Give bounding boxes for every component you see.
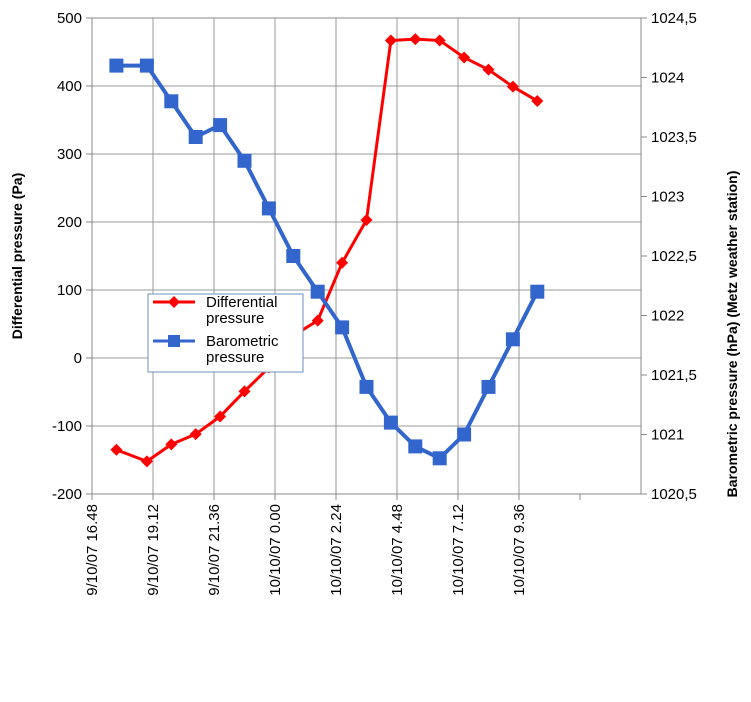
left-tick-label: 100 [57, 282, 82, 299]
data-point [261, 201, 276, 216]
x-tick-label: 10/10/07 0.00 [267, 504, 284, 596]
right-tick-label: 1023 [651, 189, 684, 206]
plot-area [91, 17, 642, 495]
x-tick-label: 9/10/07 21.36 [206, 504, 223, 596]
data-point [384, 34, 397, 47]
right-axis-title: Barometric pressure (hPa) (Metz weather … [724, 171, 740, 498]
right-tick-label: 1021 [651, 427, 684, 444]
left-tick-label: 400 [57, 78, 82, 95]
barometric-series [109, 58, 545, 466]
right-tick-label: 1024 [651, 70, 684, 87]
x-tick-label: 9/10/07 19.12 [145, 504, 162, 596]
data-point [457, 427, 472, 442]
data-point [336, 256, 349, 269]
series-line [116, 63, 540, 461]
legend-marker-barometric [168, 335, 180, 347]
left-tick-label: 200 [57, 214, 82, 231]
legend-marker-differential [168, 296, 180, 308]
series-line [115, 37, 539, 463]
data-point [237, 153, 252, 168]
left-tick-label: -100 [52, 418, 82, 435]
left-axis-title: Differential pressure (Pa) [9, 173, 25, 340]
right-tick-label: 1023,5 [651, 129, 697, 146]
data-point [310, 284, 325, 299]
data-point [359, 379, 374, 394]
data-point [531, 94, 544, 107]
data-point [360, 213, 373, 226]
legend: Differential pressure Barometric pressure [147, 293, 304, 373]
left-axis-ticks: 500 400 300 200 100 0 -100 -200 [52, 10, 82, 503]
data-point [409, 33, 422, 46]
x-tick-label: 10/10/07 9.36 [511, 504, 528, 596]
gridlines [86, 17, 647, 500]
right-tick-label: 1022 [651, 308, 684, 325]
data-point [238, 385, 251, 398]
right-tick-label: 1020,5 [651, 486, 697, 503]
right-tick-label: 1021,5 [651, 367, 697, 384]
left-tick-label: 0 [74, 350, 82, 367]
left-tick-label: 300 [57, 146, 82, 163]
right-tick-label: 1022,5 [651, 248, 697, 265]
data-point [433, 34, 446, 47]
x-tick-label: 10/10/07 4.48 [389, 504, 406, 596]
legend-label-barometric: Barometric pressure [206, 333, 279, 366]
legend-label-differential: Differential pressure [206, 294, 277, 327]
data-point [286, 249, 301, 263]
data-point [189, 428, 202, 441]
data-point [505, 332, 520, 347]
data-point [213, 118, 228, 133]
data-point [109, 58, 124, 73]
data-point [164, 94, 179, 109]
data-point [482, 63, 495, 76]
data-point [408, 439, 423, 454]
x-tick-label: 10/10/07 2.24 [328, 504, 345, 596]
data-point [214, 410, 227, 423]
left-tick-label: 500 [57, 10, 82, 27]
data-point [165, 438, 178, 451]
data-point [188, 130, 203, 144]
x-tick-label: 9/10/07 16.48 [84, 504, 101, 596]
data-point [335, 320, 350, 335]
differential-series [110, 33, 544, 468]
data-point [139, 58, 154, 73]
data-point [432, 451, 447, 466]
data-point [506, 80, 519, 93]
data-point [110, 443, 123, 456]
data-point [311, 314, 324, 327]
data-point [458, 51, 471, 64]
data-point [383, 415, 398, 430]
data-point [481, 379, 496, 394]
data-point [530, 284, 545, 299]
right-tick-label: 1024,5 [651, 10, 697, 27]
x-axis-ticks: 9/10/07 16.48 9/10/07 19.12 9/10/07 21.36 1… [84, 504, 528, 596]
left-tick-label: -200 [52, 486, 82, 503]
right-axis-ticks: 1024,5 1024 1023,5 1023 1022,5 1022 1021,5 1021… [651, 10, 697, 503]
data-point [140, 455, 153, 468]
series-layer [109, 33, 545, 468]
x-tick-label: 10/10/07 7.12 [450, 504, 467, 596]
